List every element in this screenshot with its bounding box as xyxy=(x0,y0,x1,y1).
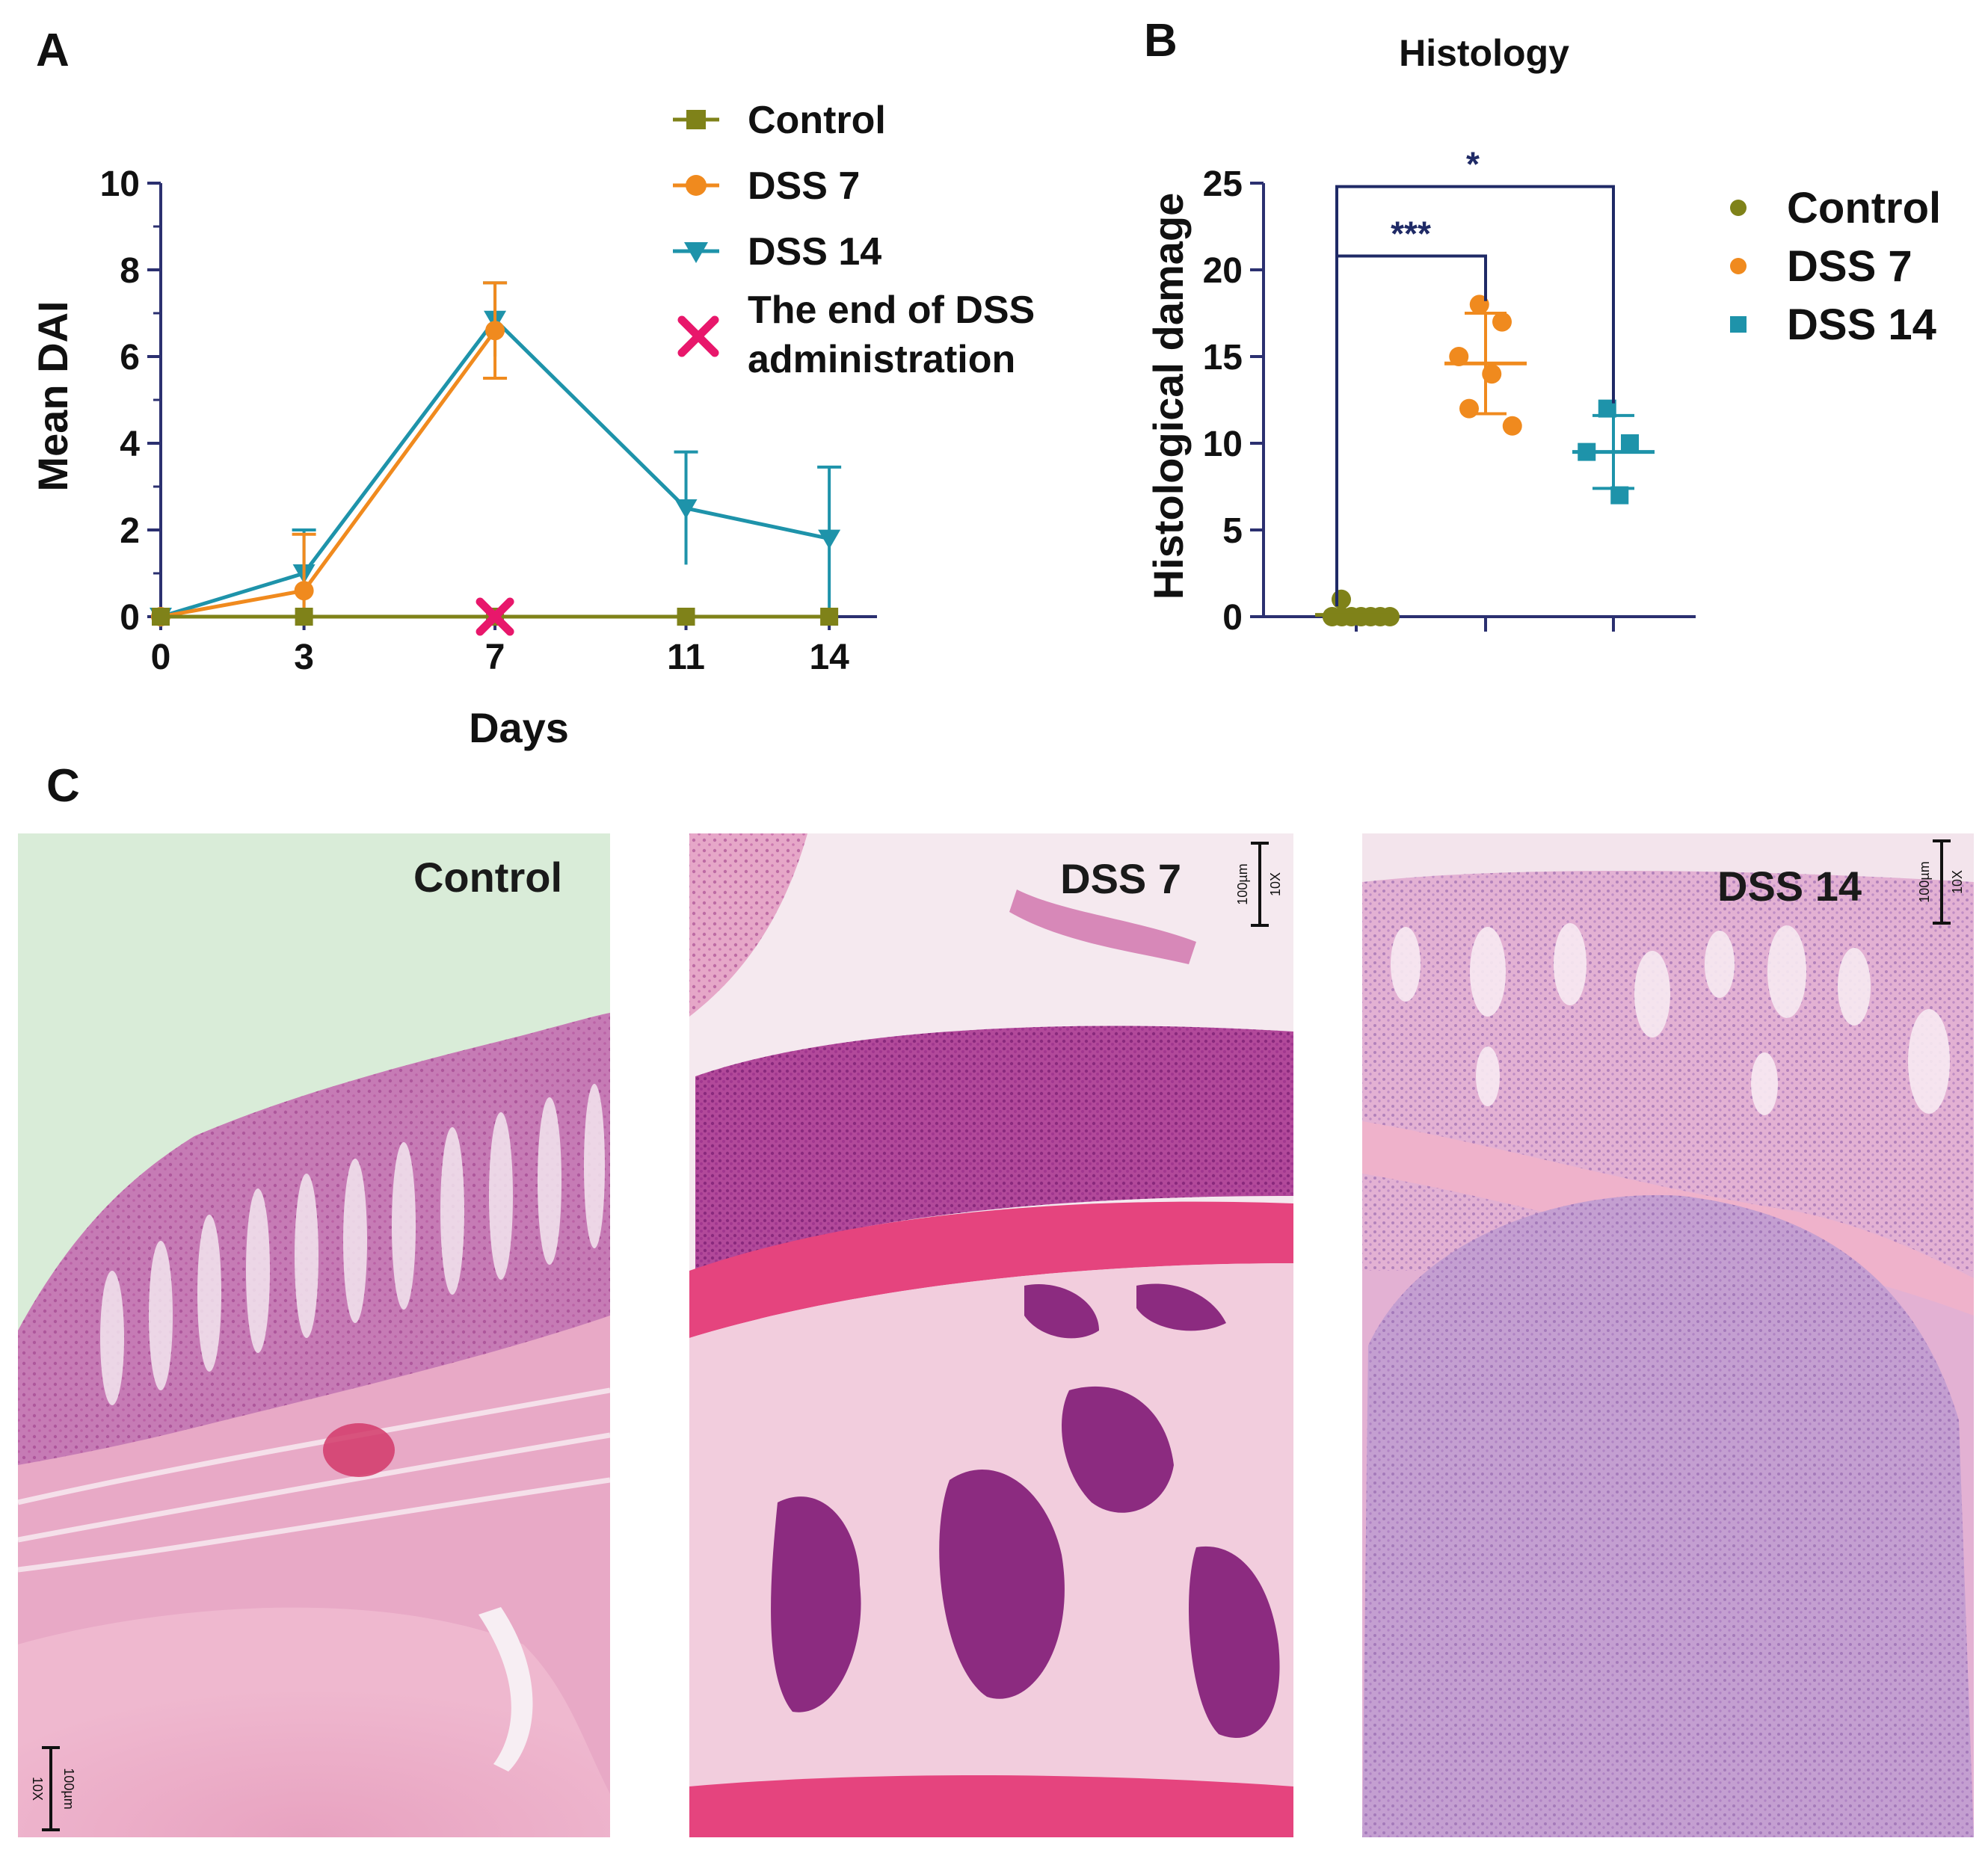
series-line xyxy=(160,329,497,619)
legend-item-end-of-dss: The end of DSS administration xyxy=(677,289,1035,381)
data-point xyxy=(1459,398,1479,419)
scale-bar-value: 100µm xyxy=(61,1768,76,1809)
y-tick-label: 15 xyxy=(1203,338,1243,377)
y-tick-label: 2 xyxy=(120,511,140,551)
y-tick-label: 20 xyxy=(1203,251,1243,291)
data-point xyxy=(1621,434,1639,452)
legend-label-end-line1: The end of DSS xyxy=(748,289,1035,332)
legend-label-control: Control xyxy=(748,99,886,142)
y-tick-label: 6 xyxy=(120,338,140,377)
legend-item-dss7-b: DSS 7 xyxy=(1730,242,1912,291)
data-point xyxy=(295,608,313,626)
series-dss-7 xyxy=(151,281,508,626)
scale-bar-magnification: 10X xyxy=(1950,870,1965,894)
legend-item-dss7: DSS 7 xyxy=(673,164,860,208)
micrograph-control: Control 100µm 10X xyxy=(18,833,610,1837)
scale-bar-magnification: 10X xyxy=(1268,872,1283,896)
histology-y-axis-title: Histological damage xyxy=(1145,193,1192,600)
x-mark-stroke xyxy=(476,597,514,636)
bracket-line xyxy=(1335,254,1487,607)
legend-item-dss14: DSS 14 xyxy=(673,230,881,274)
legend-item-dss14-b: DSS 14 xyxy=(1730,300,1936,349)
y-tick-label: 25 xyxy=(1203,164,1243,204)
legend-item-control: Control xyxy=(673,99,886,142)
legend-label-dss7-b: DSS 7 xyxy=(1787,242,1912,291)
panel-a: A 0 2 4 6 8 10 0 3 7 11 14 Days Mean DAI Control D… xyxy=(29,25,1035,751)
data-point xyxy=(1332,589,1351,609)
data-point xyxy=(485,321,505,341)
legend-marker-square xyxy=(686,110,706,129)
panel-c: C xyxy=(18,760,1974,1837)
data-point xyxy=(820,608,839,626)
significance-bracket: * xyxy=(1335,145,1615,607)
micrograph-dss7: DSS 7 100µm 10X xyxy=(689,833,1293,1837)
end-of-dss-marker xyxy=(476,597,514,636)
legend-label-dss14: DSS 14 xyxy=(748,230,881,274)
x-tick-label: 14 xyxy=(809,638,849,677)
data-point xyxy=(818,529,841,549)
y-tick-label: 10 xyxy=(100,164,140,204)
scale-bar: 100µm 10X xyxy=(1917,839,1965,925)
micrograph-label-dss7: DSS 7 xyxy=(1060,855,1181,902)
x-tick-label: 0 xyxy=(151,638,171,677)
legend-label-dss14-b: DSS 14 xyxy=(1787,300,1936,349)
dai-line-chart: 0 2 4 6 8 10 0 3 7 11 14 xyxy=(100,164,877,677)
x-tick-label: 3 xyxy=(294,638,314,677)
dai-y-axis-title: Mean DAI xyxy=(29,300,76,491)
y-tick-label: 10 xyxy=(1203,425,1243,464)
data-point xyxy=(294,581,314,601)
data-point xyxy=(677,608,695,626)
micrograph-label-dss14: DSS 14 xyxy=(1717,863,1862,910)
x-tick-label: 11 xyxy=(667,638,705,677)
scale-bar-magnification: 10X xyxy=(30,1777,45,1801)
legend-item-control-b: Control xyxy=(1730,184,1941,232)
group-dss-14 xyxy=(1572,399,1655,505)
legend-label-end-line2: administration xyxy=(748,338,1015,381)
data-point xyxy=(674,499,698,519)
legend-label-control-b: Control xyxy=(1787,184,1941,232)
panel-letter-b: B xyxy=(1144,15,1178,67)
micrograph-label-control: Control xyxy=(413,854,562,901)
y-tick-label: 0 xyxy=(120,598,140,638)
scale-bar: 100µm 10X xyxy=(30,1746,76,1831)
significance-label: *** xyxy=(1391,214,1431,253)
y-tick-label: 5 xyxy=(1222,511,1243,551)
bracket-line xyxy=(1335,185,1615,607)
legend-marker-circle xyxy=(686,175,707,196)
histology-legend: Control DSS 7 DSS 14 xyxy=(1730,184,1941,349)
group-control xyxy=(1315,589,1400,626)
panel-letter-c: C xyxy=(46,760,80,812)
significance-label: * xyxy=(1466,145,1480,184)
data-point xyxy=(152,608,170,626)
x-mark-icon xyxy=(677,315,719,357)
legend-marker-square xyxy=(1730,316,1747,333)
legend-marker-circle xyxy=(1730,200,1747,216)
group-dss-7 xyxy=(1444,295,1527,436)
scale-bar-value: 100µm xyxy=(1235,863,1250,904)
histology-chart-title: Histology xyxy=(1399,32,1569,74)
y-tick-label: 8 xyxy=(120,251,140,291)
data-point xyxy=(1449,347,1469,366)
legend-label-dss7: DSS 7 xyxy=(748,164,860,208)
data-point xyxy=(1492,312,1512,332)
panel-letter-a: A xyxy=(36,25,70,76)
x-tick-label: 7 xyxy=(485,638,505,677)
dai-legend: Control DSS 7 DSS 14 The end of DSS admi… xyxy=(673,99,1035,381)
legend-marker-circle xyxy=(1730,258,1747,274)
legend-marker-triangle xyxy=(684,242,708,263)
micrograph-dss14: DSS 14 100µm 10X xyxy=(1362,833,1974,1837)
scale-bar: 100µm 10X xyxy=(1235,842,1283,927)
data-point xyxy=(1502,416,1522,436)
dai-x-axis-title: Days xyxy=(469,704,569,751)
y-tick-label: 4 xyxy=(120,425,140,464)
y-tick-label: 0 xyxy=(1222,598,1243,638)
scale-bar-value: 100µm xyxy=(1917,861,1932,902)
